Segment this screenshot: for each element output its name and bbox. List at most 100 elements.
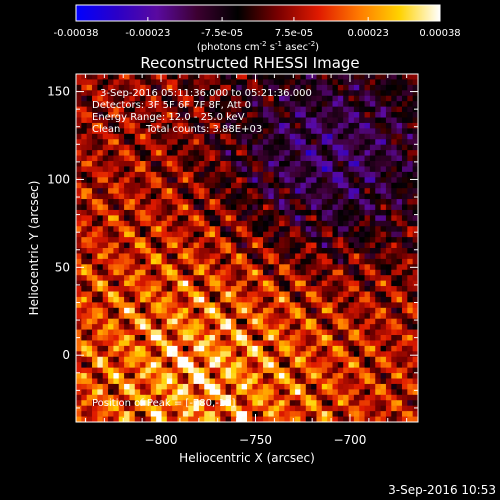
heatmap-cell [401,373,408,379]
heatmap-cell [241,79,248,86]
heatmap-cell [134,253,141,260]
heatmap-cell [188,248,194,254]
heatmap-cell [188,269,194,276]
heatmap-cell [391,133,398,140]
heatmap-cell [412,367,419,374]
heatmap-cell [204,291,210,298]
heatmap-cell [364,226,371,233]
heatmap-cell [295,275,301,282]
heatmap-cell [311,139,317,146]
heatmap-cell [407,291,414,298]
heatmap-cell [150,133,157,140]
heatmap-cell [76,226,82,233]
heatmap-cell [364,248,371,254]
heatmap-cell [92,171,98,178]
heatmap-cell [396,242,403,249]
heatmap-cell [321,286,328,292]
heatmap-cell [337,389,344,396]
heatmap-cell [401,253,408,260]
heatmap-cell [161,90,168,97]
heatmap-cell [273,144,280,151]
heatmap-cell [214,166,221,173]
heatmap-cell [391,313,398,320]
heatmap-cell [172,362,178,369]
heatmap-cell [316,335,323,341]
heatmap-cell [375,389,381,396]
heatmap-cell [321,416,328,423]
heatmap-cell [407,280,414,287]
heatmap-cell [401,286,408,292]
heatmap-cell [129,90,136,97]
heatmap-cell [86,389,93,396]
heatmap-cell [279,79,285,86]
heatmap-cell [188,416,194,423]
heatmap-cell [385,128,392,135]
heatmap-cell [289,394,296,401]
heatmap-cell [300,90,307,97]
heatmap-cell [161,362,168,369]
heatmap-cell [348,242,355,249]
heatmap-cell [316,269,323,276]
heatmap-cell [369,367,376,374]
heatmap-cell [145,122,152,129]
heatmap-cell [412,318,419,325]
heatmap-cell [204,133,210,140]
heatmap-cell [273,258,280,265]
heatmap-cell [284,161,291,167]
heatmap-cell [172,112,178,118]
heatmap-cell [289,90,296,97]
heatmap-cell [193,351,200,358]
heatmap-cell [145,182,152,189]
heatmap-cell [273,128,280,135]
heatmap-cell [92,269,98,276]
heatmap-cell [284,345,291,352]
heatmap-cell [129,139,136,146]
heatmap-cell [337,302,344,309]
heatmap-cell [316,280,323,287]
heatmap-cell [412,204,419,211]
heatmap-cell [204,193,210,200]
heatmap-cell [396,258,403,265]
heatmap-cell [332,161,339,167]
heatmap-cell [407,400,414,407]
heatmap-cell [182,95,189,102]
heatmap-cell [204,161,210,167]
heatmap-cell [343,84,349,91]
heatmap-cell [188,166,194,173]
heatmap-cell [204,296,210,303]
heatmap-cell [289,150,296,156]
heatmap-cell [380,139,387,146]
heatmap-cell [263,199,269,205]
heatmap-cell [209,188,216,195]
heatmap-cell [92,378,98,385]
heatmap-cell [161,144,168,151]
heatmap-cell [182,90,189,97]
heatmap-cell [412,90,419,97]
heatmap-cell [76,373,82,379]
heatmap-cell [214,351,221,358]
heatmap-cell [92,302,98,309]
heatmap-cell [113,394,120,401]
heatmap-cell [327,258,333,265]
heatmap-cell [289,253,296,260]
heatmap-cell [353,258,360,265]
heatmap-cell [209,166,216,173]
heatmap-cell [284,248,291,254]
heatmap-cell [220,318,227,325]
heatmap-cell [369,291,376,298]
heatmap-cell [145,291,152,298]
heatmap-cell [391,286,398,292]
heatmap-cell [182,324,189,330]
heatmap-cell [204,373,210,379]
heatmap-cell [257,128,264,135]
heatmap-cell [396,248,403,254]
heatmap-cell [81,199,88,205]
heatmap-cell [97,79,104,86]
heatmap-cell [209,378,216,385]
heatmap-cell [76,112,82,118]
heatmap-cell [225,106,232,113]
heatmap-cell [316,324,323,330]
heatmap-cell [81,345,88,352]
heatmap-cell [407,226,414,233]
heatmap-cell [124,242,130,249]
